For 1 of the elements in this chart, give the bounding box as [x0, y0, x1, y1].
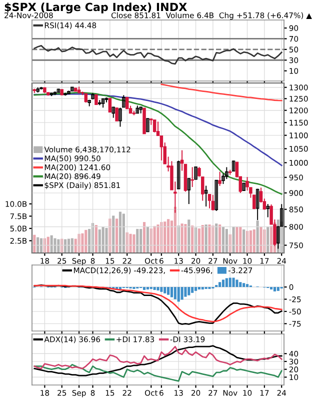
chart-title: $SPX (Large Cap Index) INDX — [4, 2, 187, 14]
